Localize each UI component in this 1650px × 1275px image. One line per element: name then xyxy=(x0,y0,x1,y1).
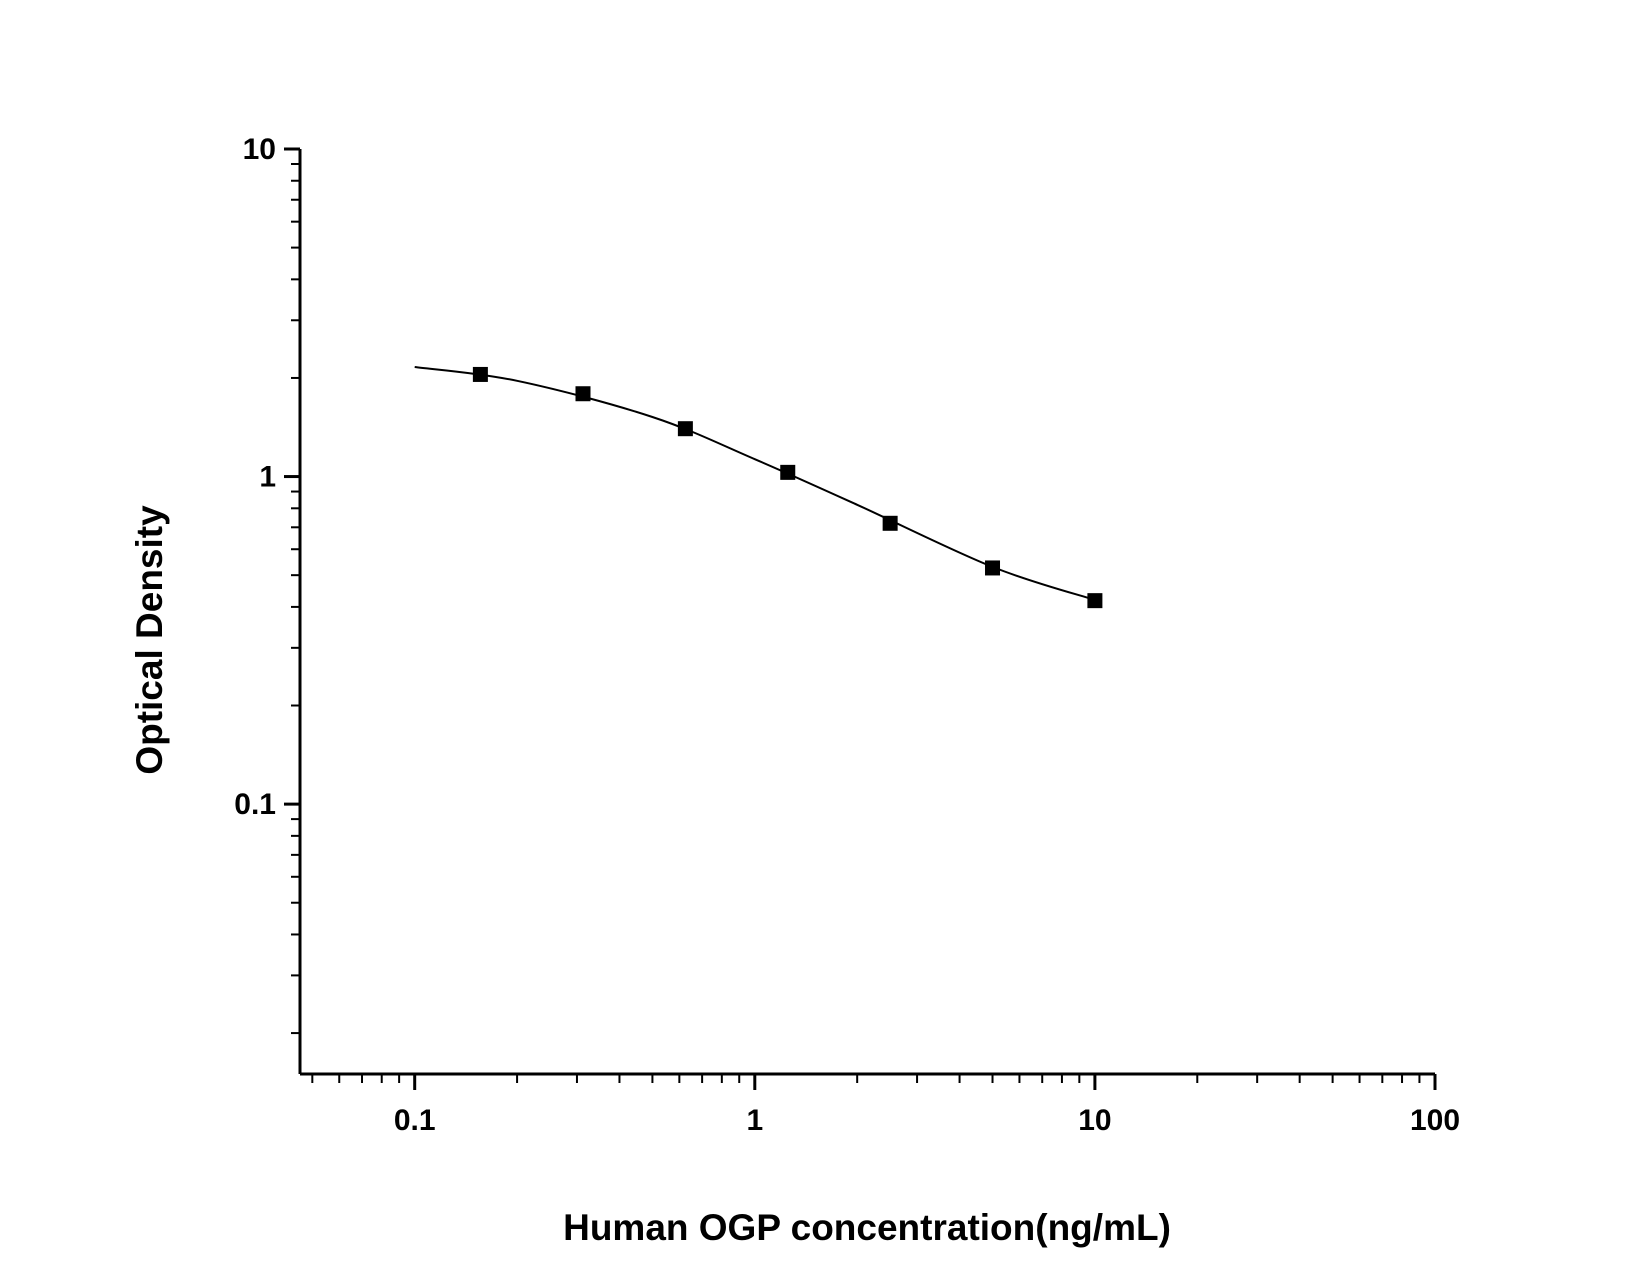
data-point xyxy=(985,560,1001,576)
x-axis-title: Human OGP concentration(ng/mL) xyxy=(563,1207,1171,1248)
data-point xyxy=(882,515,898,531)
y-tick-label: 0.1 xyxy=(234,788,276,821)
fit-curve xyxy=(414,366,1096,601)
x-tick-label: 0.1 xyxy=(394,1104,436,1137)
x-tick-label: 100 xyxy=(1410,1104,1460,1137)
data-point xyxy=(1087,593,1103,609)
y-axis-title: Optical Density xyxy=(129,505,170,775)
x-tick-label: 10 xyxy=(1078,1104,1111,1137)
data-point xyxy=(575,386,591,402)
y-tick-label: 1 xyxy=(259,461,276,494)
y-tick-label: 10 xyxy=(243,133,276,166)
x-tick-label: 1 xyxy=(746,1104,763,1137)
